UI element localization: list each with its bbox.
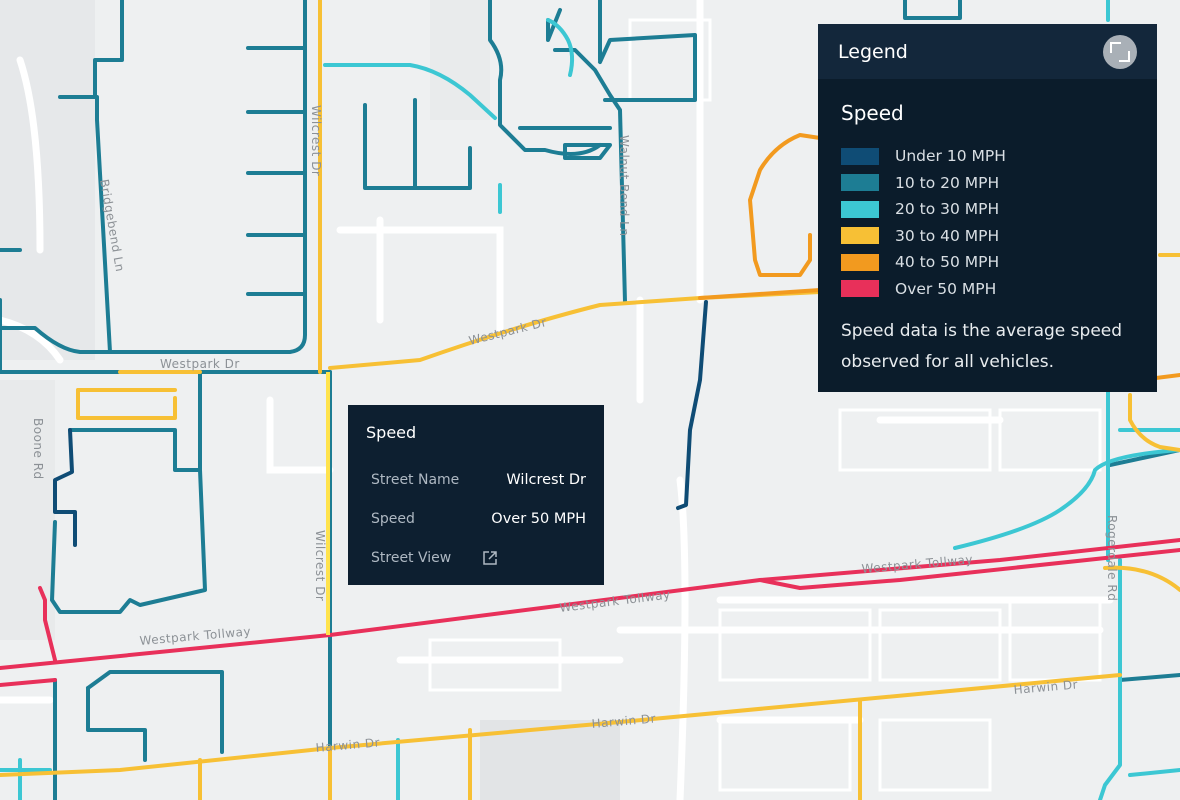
label-westpark-dr-2: Westpark Dr: [467, 315, 548, 348]
street-tooltip: Speed Street Name Wilcrest Dr Speed Over…: [348, 405, 604, 585]
tooltip-row-speed: Speed Over 50 MPH: [366, 499, 586, 538]
tooltip-speed-label: Speed: [371, 510, 415, 527]
legend-item: 30 to 40 MPH: [841, 223, 1134, 250]
legend-swatch: [841, 147, 879, 165]
legend-swatch: [841, 200, 879, 218]
legend-panel: Legend Speed Under 10 MPH 10 to 20 MPH 2…: [818, 24, 1157, 392]
label-harwin-dr-1: Harwin Dr: [315, 735, 381, 755]
legend-swatch: [841, 253, 879, 271]
tooltip-street-name-label: Street Name: [371, 471, 460, 488]
legend-items: Under 10 MPH 10 to 20 MPH 20 to 30 MPH 3…: [841, 143, 1134, 302]
legend-item-label: 40 to 50 MPH: [895, 253, 1000, 272]
collapse-icon: [1110, 41, 1121, 53]
street-view-link[interactable]: Street View: [366, 538, 586, 577]
label-rogerdale-rd: Rogerdale Rd: [1105, 515, 1119, 601]
legend-item-label: Over 50 MPH: [895, 279, 997, 298]
legend-swatch: [841, 174, 879, 192]
legend-swatch: [841, 227, 879, 245]
background-roads: [0, 0, 1114, 800]
legend-item-label: Under 10 MPH: [895, 147, 1006, 166]
legend-header: Legend: [818, 24, 1157, 79]
legend-body: Speed Under 10 MPH 10 to 20 MPH 20 to 30…: [818, 79, 1157, 378]
label-westpark-dr-1: Westpark Dr: [160, 357, 240, 371]
legend-item: 20 to 30 MPH: [841, 196, 1134, 223]
legend-item-label: 10 to 20 MPH: [895, 173, 1000, 192]
label-wilcrest-dr-1: Wilcrest Dr: [309, 105, 323, 176]
label-westpark-tollway-2: Westpark Tollway: [559, 587, 672, 615]
legend-section-title: Speed: [841, 101, 904, 125]
legend-item-label: 30 to 40 MPH: [895, 226, 1000, 245]
label-harwin-dr-3: Harwin Dr: [1013, 677, 1079, 697]
label-boone-rd: Boone Rd: [31, 418, 45, 480]
label-wilcrest-dr-2: Wilcrest Dr: [313, 530, 327, 601]
legend-swatch: [841, 280, 879, 298]
external-link-icon[interactable]: [482, 550, 498, 566]
legend-item: 10 to 20 MPH: [841, 170, 1134, 197]
legend-title: Legend: [838, 40, 908, 63]
legend-item: 40 to 50 MPH: [841, 249, 1134, 276]
tooltip-street-view-label[interactable]: Street View: [371, 549, 452, 566]
speed-over-50-roads[interactable]: [0, 538, 1180, 687]
collapse-legend-button[interactable]: [1103, 34, 1137, 69]
label-harwin-dr-2: Harwin Dr: [591, 711, 657, 731]
tooltip-speed-value: Over 50 MPH: [491, 510, 586, 527]
label-walnut-bend-ln: Walnut Bend Ln: [617, 135, 631, 236]
legend-item: Over 50 MPH: [841, 276, 1134, 303]
tooltip-street-name-value: Wilcrest Dr: [506, 471, 586, 488]
legend-note: Speed data is the average speed observed…: [841, 321, 1123, 372]
legend-item-label: 20 to 30 MPH: [895, 200, 1000, 219]
speed-under-10-roads[interactable]: [53, 300, 708, 547]
tooltip-title: Speed: [366, 423, 417, 442]
collapse-icon-corner: [1119, 50, 1130, 62]
legend-item: Under 10 MPH: [841, 143, 1134, 170]
tooltip-row-street-name: Street Name Wilcrest Dr: [366, 460, 586, 499]
map-blocks: [480, 720, 620, 800]
